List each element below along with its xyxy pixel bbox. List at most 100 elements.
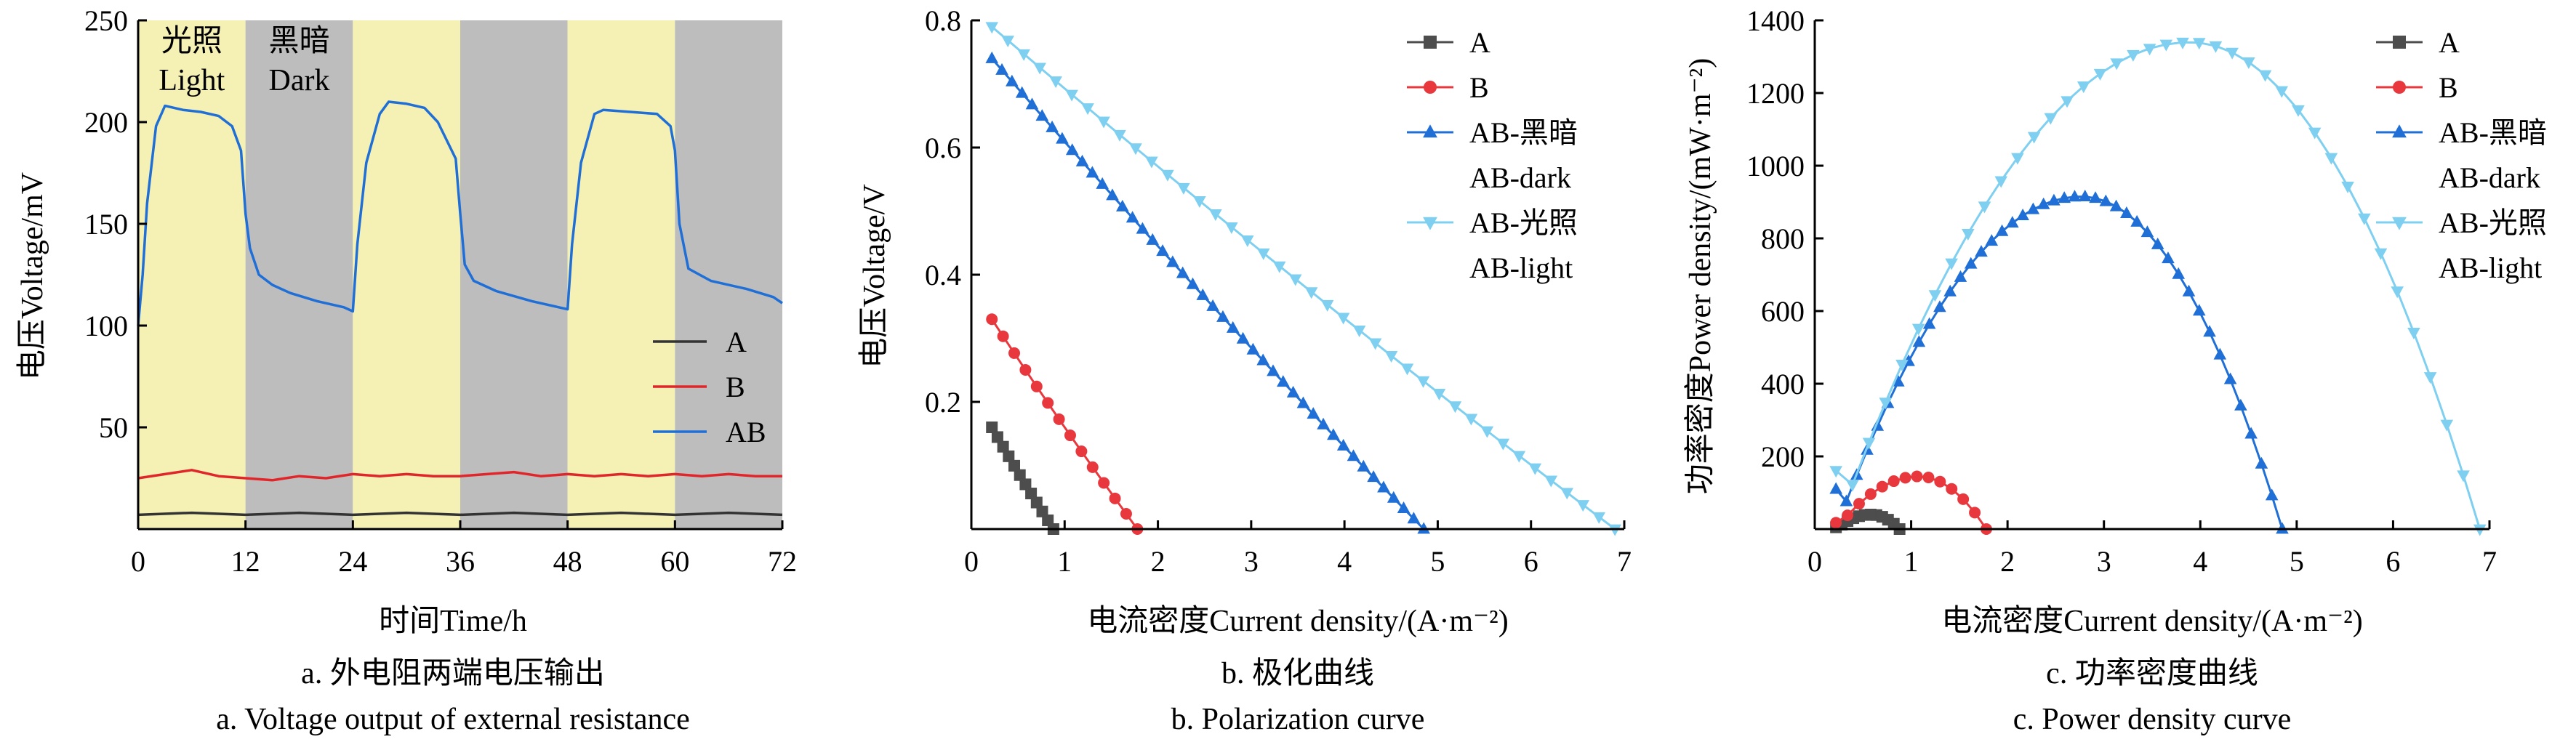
b-data-point <box>1367 470 1380 483</box>
b-data-point <box>1065 143 1079 156</box>
a-legend-label: AB <box>726 416 766 448</box>
c-x-tick-label: 6 <box>2386 545 2400 578</box>
b-data-point <box>1226 320 1240 333</box>
b-caption-cn: b. 极化曲线 <box>1221 657 1374 690</box>
c-y-tick-label: 400 <box>1761 368 1805 400</box>
b-legend-label-2: AB-light <box>1469 251 1573 284</box>
b-x-tick-label: 5 <box>1430 545 1445 578</box>
b-data-point <box>1177 182 1190 195</box>
c-y-tick-label: 1400 <box>1746 4 1805 37</box>
b-legend-label: B <box>1469 71 1489 104</box>
b-data-point <box>1015 86 1029 98</box>
c-x-tick-label: 0 <box>1807 545 1822 578</box>
b-data-point <box>1327 428 1340 440</box>
b-data-point <box>1193 195 1206 208</box>
b-data-point <box>1086 461 1099 473</box>
a-band-label-cn: 黑暗 <box>268 25 329 58</box>
c-data-point <box>2037 197 2050 209</box>
b-data-point <box>1357 459 1371 472</box>
c-data-point <box>2234 398 2247 411</box>
b-data-point <box>991 431 1003 443</box>
c-data-point <box>2209 41 2223 53</box>
c-y-tick-label: 1200 <box>1746 77 1805 110</box>
c-legend-label: AB-黑暗 <box>2439 116 2547 149</box>
b-data-point <box>997 440 1009 453</box>
c-data-point <box>2061 96 2074 108</box>
c-data-point <box>2407 327 2420 339</box>
c-data-point <box>1957 493 1970 505</box>
b-legend: AB AB-黑暗 AB-dark AB-光照 AB-light <box>1407 26 1578 284</box>
c-legend-label-2: AB-light <box>2439 251 2542 284</box>
a-x-tick-label: 0 <box>131 545 145 578</box>
a-caption-cn: a. 外电阻两端电压输出 <box>301 657 605 690</box>
c-data-point <box>2140 225 2154 238</box>
b-data-point <box>1186 277 1200 289</box>
b-data-point <box>1387 491 1400 503</box>
c-data-point <box>2275 86 2289 98</box>
b-data-point <box>1400 363 1414 376</box>
c-data-point <box>2099 194 2113 206</box>
c-data-point <box>2110 58 2123 70</box>
c-data-point <box>2265 488 2279 501</box>
b-data-point <box>1075 154 1089 166</box>
c-data-point <box>2006 216 2019 228</box>
b-data-point <box>1053 413 1065 425</box>
c-data-point <box>2357 213 2371 225</box>
c-data-point <box>1911 470 1923 483</box>
b-data-point <box>986 313 998 326</box>
c-data-point <box>1934 475 1946 488</box>
b-data-point <box>1030 496 1043 509</box>
b-data-point <box>1042 514 1054 526</box>
c-caption-cn: c. 功率密度曲线 <box>2046 656 2258 690</box>
b-x-tick-label: 7 <box>1617 545 1632 578</box>
c-data-point <box>1969 507 1981 519</box>
panel-a-voltage-output: 光照 Light 黑暗 Dark 0 12 24 36 48 60 72 50 100 150 200 25… <box>16 4 797 736</box>
c-data-point <box>2027 132 2041 144</box>
b-data-point <box>1286 385 1300 398</box>
c-data-point <box>2276 522 2289 534</box>
b-data-point <box>1036 505 1048 517</box>
c-legend-swatch-marker <box>2393 36 2406 49</box>
b-data-point <box>1025 97 1039 110</box>
c-data-point <box>2109 199 2123 211</box>
c-data-point <box>2159 39 2173 52</box>
c-data-point <box>2226 47 2239 60</box>
c-x-tick-label: 3 <box>2097 545 2111 578</box>
c-x-tick-label: 7 <box>2482 545 2497 578</box>
b-data-point <box>1017 49 1030 61</box>
b-data-point <box>1006 74 1019 86</box>
b-y-tick-label: 0.6 <box>925 132 961 164</box>
b-y-axis-title: 电压Voltage/V <box>858 184 891 368</box>
c-data-point <box>2044 113 2058 125</box>
a-x-axis-title: 时间Time/h <box>379 605 527 638</box>
c-data-point <box>1829 482 1842 494</box>
b-data-point <box>1528 463 1542 475</box>
b-data-point <box>1096 177 1109 189</box>
b-data-point <box>1256 353 1269 366</box>
c-data-point <box>2242 57 2255 70</box>
b-data-point <box>1064 430 1076 442</box>
b-data-point <box>1156 244 1169 257</box>
b-data-point <box>1176 266 1189 278</box>
b-data-point <box>1288 274 1302 286</box>
c-data-point <box>2011 153 2024 165</box>
c-legend-label: A <box>2439 26 2460 59</box>
b-legend-label-2: AB-dark <box>1469 161 1571 194</box>
b-data-point <box>1049 76 1062 89</box>
c-caption-en: c. Power density curve <box>2013 703 2292 736</box>
c-data-point <box>1995 224 2009 236</box>
b-data-point <box>1206 299 1219 311</box>
c-data-point <box>1978 201 1991 214</box>
a-x-tick-label: 60 <box>660 545 689 578</box>
c-data-point <box>1954 270 1967 282</box>
b-data-point <box>1136 222 1149 234</box>
c-data-point <box>2162 251 2175 264</box>
b-x-tick-label: 6 <box>1524 545 1538 578</box>
c-data-point <box>2151 237 2164 249</box>
c-data-point <box>2324 153 2338 165</box>
c-data-point <box>2192 38 2206 50</box>
b-data-point <box>1098 477 1110 489</box>
c-data-point <box>1895 360 1909 372</box>
b-data-point <box>1120 508 1132 520</box>
c-data-point <box>2213 347 2227 360</box>
